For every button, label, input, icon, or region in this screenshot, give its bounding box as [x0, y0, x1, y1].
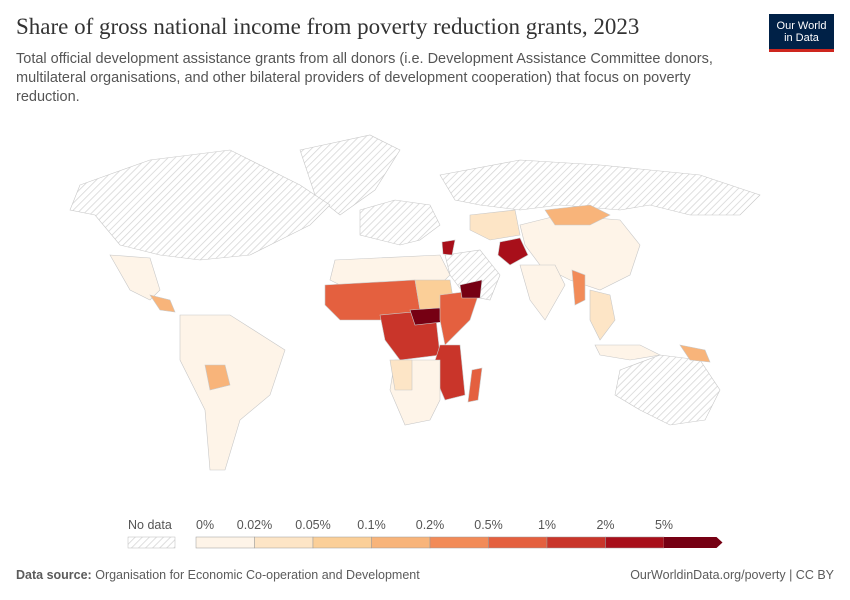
mexico	[109, 254, 161, 301]
syria	[441, 239, 456, 256]
southeast-asia	[589, 289, 616, 341]
australia	[614, 354, 721, 426]
legend-swatch	[605, 536, 665, 549]
legend-label: 1%	[538, 518, 556, 532]
afghanistan	[497, 237, 529, 266]
legend-swatch	[488, 536, 548, 549]
legend-label: 2%	[596, 518, 614, 532]
logo[interactable]: Our World in Data	[769, 14, 834, 52]
legend-label: 0.02%	[237, 518, 272, 532]
bolivia	[204, 364, 231, 391]
legend-label: 0.1%	[357, 518, 386, 532]
central-america	[149, 294, 176, 313]
legend-swatch	[664, 537, 723, 548]
legend-swatch	[127, 536, 176, 549]
madagascar	[467, 367, 483, 403]
legend-label: 0%	[196, 518, 214, 532]
countries	[69, 134, 761, 471]
legend-label: 0.2%	[416, 518, 445, 532]
india	[519, 264, 566, 321]
legend: No data 0% 0.02% 0.05% 0.1% 0.2% 0.5% 1% 2% 5%	[127, 518, 723, 549]
link[interactable]: OurWorldinData.org/poverty | CC BY	[630, 568, 834, 582]
south-america	[179, 314, 286, 471]
south-sudan	[409, 307, 443, 326]
legend-label: No data	[128, 518, 172, 532]
mongolia	[544, 204, 611, 226]
angola	[389, 359, 413, 391]
logo-line: in Data	[784, 32, 819, 44]
subtitle: Total official development assistance gr…	[16, 51, 713, 105]
legend-swatch	[429, 536, 489, 549]
legend-swatch	[312, 536, 372, 549]
legend-label: 5%	[655, 518, 673, 532]
papua-new-guinea	[679, 344, 711, 363]
russia	[439, 159, 761, 216]
footer: Data source: Organisation for Economic C…	[16, 568, 834, 582]
source: Organisation for Economic Co-operation a…	[95, 568, 420, 582]
kazakhstan	[469, 209, 521, 241]
logo-line: Our World	[776, 20, 827, 32]
myanmar	[571, 269, 586, 306]
indonesia	[594, 344, 661, 361]
legend-swatch	[254, 536, 314, 549]
source-label: Data source:	[16, 568, 92, 582]
legend-swatch	[371, 536, 431, 549]
legend-swatch	[195, 536, 255, 549]
legend-label: 0.5%	[474, 518, 503, 532]
north-america	[69, 149, 331, 261]
legend-swatch	[546, 536, 606, 549]
yemen	[459, 279, 483, 299]
title: Share of gross national income from pove…	[16, 14, 640, 39]
europe	[359, 199, 441, 246]
legend-label: 0.05%	[295, 518, 330, 532]
